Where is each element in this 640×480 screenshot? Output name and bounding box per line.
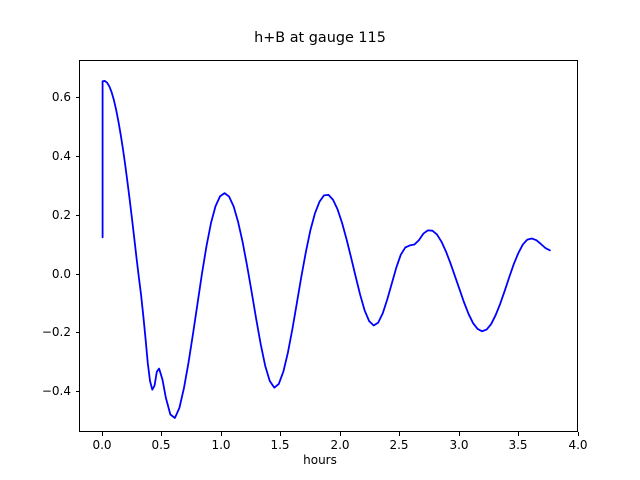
xtick-mark-6: [459, 432, 460, 436]
plot-area: [79, 60, 578, 432]
xtick-label-2: 1.0: [211, 438, 231, 452]
data-curve: [101, 80, 551, 419]
xtick-mark-4: [340, 432, 341, 436]
ytick-mark-4: [75, 332, 79, 333]
ytick-label-0: 0.6: [51, 90, 71, 104]
xtick-mark-1: [161, 432, 162, 436]
ytick-label-2: 0.2: [51, 208, 71, 222]
xtick-mark-5: [399, 432, 400, 436]
ytick-mark-1: [75, 156, 79, 157]
ytick-mark-3: [75, 274, 79, 275]
xtick-label-3: 1.5: [270, 438, 290, 452]
xtick-mark-0: [102, 432, 103, 436]
xtick-label-1: 0.5: [151, 438, 171, 452]
x-axis-label: hours: [303, 453, 337, 467]
ytick-label-3: 0.0: [51, 267, 71, 281]
xtick-label-6: 3.0: [449, 438, 469, 452]
xtick-mark-2: [221, 432, 222, 436]
xtick-label-4: 2.0: [330, 438, 350, 452]
page-title: h+B at gauge 115: [254, 30, 386, 46]
xtick-label-5: 2.5: [389, 438, 409, 452]
xtick-mark-8: [578, 432, 579, 436]
ytick-label-1: 0.4: [51, 149, 71, 163]
xtick-mark-3: [280, 432, 281, 436]
xtick-label-8: 4.0: [568, 438, 588, 452]
ytick-label-5: −0.4: [41, 384, 71, 398]
ytick-label-4: −0.2: [41, 325, 71, 339]
xtick-mark-7: [518, 432, 519, 436]
xtick-label-0: 0.0: [92, 438, 112, 452]
ytick-mark-5: [75, 391, 79, 392]
ytick-mark-0: [75, 97, 79, 98]
xtick-label-7: 3.5: [508, 438, 528, 452]
ytick-mark-2: [75, 215, 79, 216]
